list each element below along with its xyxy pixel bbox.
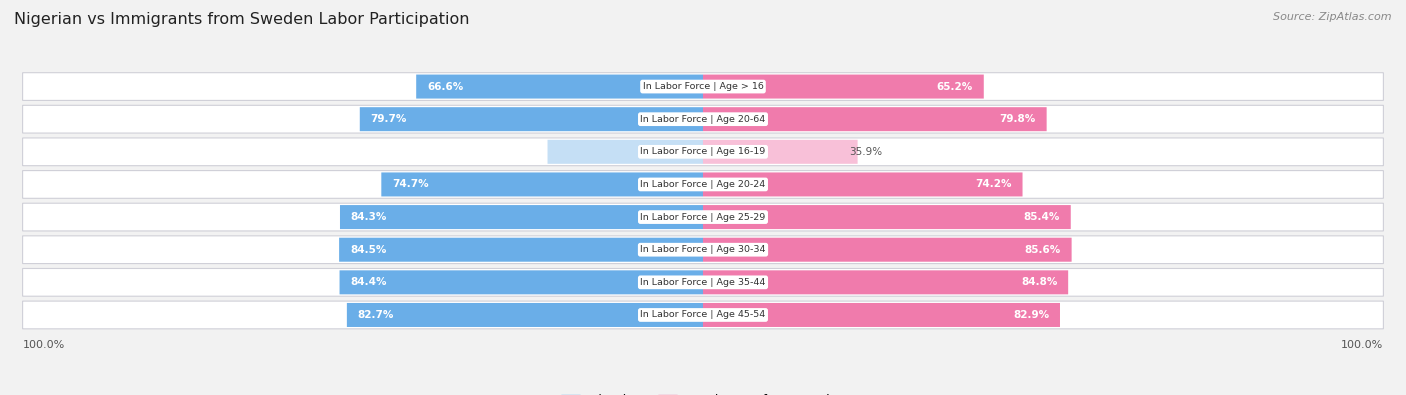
FancyBboxPatch shape (339, 238, 703, 262)
FancyBboxPatch shape (703, 107, 1046, 131)
Text: 79.7%: 79.7% (371, 114, 406, 124)
Text: 84.8%: 84.8% (1021, 277, 1057, 287)
Text: 82.7%: 82.7% (357, 310, 394, 320)
FancyBboxPatch shape (22, 105, 1384, 133)
FancyBboxPatch shape (703, 238, 1071, 262)
Text: In Labor Force | Age 30-34: In Labor Force | Age 30-34 (640, 245, 766, 254)
FancyBboxPatch shape (703, 173, 1022, 196)
Text: 65.2%: 65.2% (936, 81, 973, 92)
Text: In Labor Force | Age 35-44: In Labor Force | Age 35-44 (640, 278, 766, 287)
FancyBboxPatch shape (347, 303, 703, 327)
Text: 100.0%: 100.0% (22, 340, 65, 350)
Text: In Labor Force | Age 20-24: In Labor Force | Age 20-24 (640, 180, 766, 189)
Text: In Labor Force | Age > 16: In Labor Force | Age > 16 (643, 82, 763, 91)
Text: Nigerian vs Immigrants from Sweden Labor Participation: Nigerian vs Immigrants from Sweden Labor… (14, 12, 470, 27)
Text: 74.2%: 74.2% (976, 179, 1012, 190)
Text: 79.8%: 79.8% (1000, 114, 1036, 124)
FancyBboxPatch shape (22, 171, 1384, 198)
FancyBboxPatch shape (22, 236, 1384, 263)
Text: 66.6%: 66.6% (427, 81, 463, 92)
FancyBboxPatch shape (547, 140, 703, 164)
Text: 100.0%: 100.0% (1341, 340, 1384, 350)
Text: 35.9%: 35.9% (849, 147, 882, 157)
Text: 85.4%: 85.4% (1024, 212, 1060, 222)
FancyBboxPatch shape (22, 301, 1384, 329)
Text: In Labor Force | Age 20-64: In Labor Force | Age 20-64 (640, 115, 766, 124)
FancyBboxPatch shape (340, 205, 703, 229)
FancyBboxPatch shape (703, 140, 858, 164)
FancyBboxPatch shape (703, 270, 1069, 294)
Text: 36.1%: 36.1% (661, 147, 695, 157)
FancyBboxPatch shape (703, 205, 1071, 229)
FancyBboxPatch shape (22, 203, 1384, 231)
FancyBboxPatch shape (416, 75, 703, 99)
FancyBboxPatch shape (340, 270, 703, 294)
Text: In Labor Force | Age 16-19: In Labor Force | Age 16-19 (640, 147, 766, 156)
FancyBboxPatch shape (22, 269, 1384, 296)
Text: In Labor Force | Age 25-29: In Labor Force | Age 25-29 (640, 213, 766, 222)
FancyBboxPatch shape (703, 303, 1060, 327)
Text: 82.9%: 82.9% (1014, 310, 1049, 320)
Text: Source: ZipAtlas.com: Source: ZipAtlas.com (1274, 12, 1392, 22)
Text: 74.7%: 74.7% (392, 179, 429, 190)
FancyBboxPatch shape (22, 73, 1384, 100)
FancyBboxPatch shape (381, 173, 703, 196)
FancyBboxPatch shape (703, 75, 984, 99)
Text: 84.4%: 84.4% (350, 277, 387, 287)
Text: 84.3%: 84.3% (350, 212, 387, 222)
Text: 85.6%: 85.6% (1025, 245, 1060, 255)
Text: 84.5%: 84.5% (350, 245, 387, 255)
FancyBboxPatch shape (22, 138, 1384, 166)
Text: In Labor Force | Age 45-54: In Labor Force | Age 45-54 (640, 310, 766, 320)
FancyBboxPatch shape (360, 107, 703, 131)
Legend: Nigerian, Immigrants from Sweden: Nigerian, Immigrants from Sweden (561, 394, 845, 395)
